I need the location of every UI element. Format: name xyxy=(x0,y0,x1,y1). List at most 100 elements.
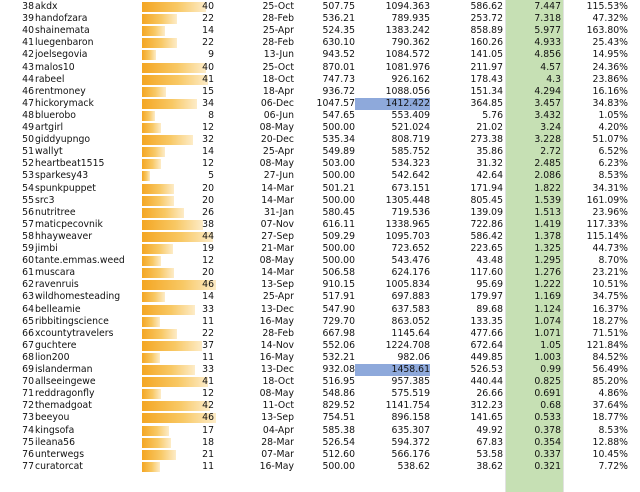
rank-cell: 58 xyxy=(22,230,34,242)
table-row: 39 handofzara 22 28-Feb 536.21 789.935 253.72 7… xyxy=(0,13,640,25)
ratio-cell: 3.432 xyxy=(534,109,561,121)
value-cell: 139.09 xyxy=(470,206,503,218)
ratio-cell: 0.99 xyxy=(540,364,561,375)
table-row: 43 malos10 40 25-Oct 870.01 1081.976 211.97 4.5… xyxy=(0,62,640,74)
ratio-cell: 2.485 xyxy=(534,158,561,170)
value-cell: 364.85 xyxy=(470,97,503,109)
ratio-cell: 3.228 xyxy=(534,134,561,146)
date-cell: 14-Nov xyxy=(260,339,294,351)
data-bar xyxy=(142,292,165,303)
table-row: 77 curatorcat 11 16-May 500.00 538.62 38.62 0.3… xyxy=(0,461,640,473)
data-bar-cell: 33 xyxy=(141,364,217,376)
percent-cell: 10.51% xyxy=(592,279,628,291)
data-bar-cell: 8 xyxy=(141,110,217,122)
percent-cell: 7.72% xyxy=(598,460,628,472)
table-row: 69 islanderman 33 13-Dec 932.08 1458.61 526.53… xyxy=(0,364,640,377)
value-cell: 500.00 xyxy=(322,194,355,206)
data-bar-cell: 12 xyxy=(141,388,217,400)
ratio-cell: 1.05 xyxy=(540,339,561,351)
ratio-cell: 1.419 xyxy=(534,218,561,230)
value-cell: 223.65 xyxy=(470,243,503,254)
data-bar xyxy=(142,449,176,460)
table-row: 50 giddyupngo 32 20-Dec 535.34 808.719 273.38 3… xyxy=(0,134,640,146)
value-cell: 594.372 xyxy=(391,436,430,448)
percent-cell: 6.23% xyxy=(598,158,628,170)
value-cell: 566.176 xyxy=(391,448,430,460)
ratio-cell: 1.124 xyxy=(534,303,561,315)
username-cell: artgirl xyxy=(35,122,64,133)
username-cell: jimbi xyxy=(35,243,58,254)
percent-cell: 6.52% xyxy=(598,146,628,158)
username-cell: rentmoney xyxy=(35,85,86,97)
value-cell: 178.43 xyxy=(470,73,503,85)
table-row: 57 maticpecovnik 38 07-Nov 616.11 1338.965 722… xyxy=(0,219,640,231)
data-bar xyxy=(142,280,216,291)
username-cell: hhayweaver xyxy=(35,230,93,242)
date-cell: 13-Dec xyxy=(260,303,294,315)
username-cell: allseeingewe xyxy=(35,376,96,388)
data-bar xyxy=(142,171,151,182)
data-bar-label: 20 xyxy=(202,194,214,206)
data-bar-label: 40 xyxy=(202,61,214,73)
table-row: 44 rabeel 41 18-Oct 747.73 926.162 178.43 4.3 23… xyxy=(0,74,640,86)
data-bar-label: 18 xyxy=(202,436,214,448)
percent-cell: 34.83% xyxy=(592,97,628,109)
value-cell: 789.935 xyxy=(391,13,430,25)
value-cell: 719.536 xyxy=(391,206,430,218)
value-cell: 542.642 xyxy=(391,170,430,182)
value-cell: 526.54 xyxy=(322,436,355,448)
value-cell: 512.60 xyxy=(322,448,355,460)
data-bar xyxy=(142,2,207,12)
percent-cell: 8.53% xyxy=(598,170,628,182)
data-bar-cell: 20 xyxy=(141,195,217,207)
username-cell: wallyt xyxy=(35,146,63,158)
data-bar xyxy=(142,110,155,121)
date-cell: 08-May xyxy=(259,158,294,170)
data-bar-cell: 26 xyxy=(141,207,217,219)
value-cell: 1141.754 xyxy=(385,400,430,412)
data-bar xyxy=(142,135,194,146)
ratio-cell: 2.72 xyxy=(540,146,561,158)
data-bar-label: 22 xyxy=(202,327,214,339)
rank-cell: 57 xyxy=(22,218,34,230)
data-bar xyxy=(142,195,175,206)
date-cell: 25-Oct xyxy=(262,1,294,12)
value-cell: 141.65 xyxy=(470,412,503,424)
ratio-cell: 1.513 xyxy=(534,206,561,218)
date-cell: 21-Mar xyxy=(261,243,294,254)
table-row: 53 sparkesy43 5 27-Jun 500.00 542.642 42.64 2.0… xyxy=(0,170,640,182)
data-bar xyxy=(142,147,165,158)
date-cell: 14-Mar xyxy=(261,267,294,279)
value-cell: 1081.976 xyxy=(385,61,430,73)
rank-cell: 44 xyxy=(22,73,34,85)
percent-cell: 37.64% xyxy=(592,400,628,412)
date-cell: 08-May xyxy=(259,122,294,133)
date-cell: 25-Apr xyxy=(262,25,294,37)
ratio-cell: 4.933 xyxy=(534,37,561,49)
rank-cell: 47 xyxy=(22,97,34,109)
data-bar-cell: 40 xyxy=(141,1,217,13)
data-bar-cell: 20 xyxy=(141,267,217,279)
value-cell: 503.00 xyxy=(322,158,355,170)
value-cell: 585.38 xyxy=(322,424,355,436)
percent-cell: 24.36% xyxy=(592,61,628,73)
data-bar-label: 46 xyxy=(202,412,214,424)
data-bar-cell: 19 xyxy=(141,243,217,255)
date-cell: 14-Mar xyxy=(261,194,294,206)
username-cell: ravenruis xyxy=(35,279,79,291)
username-cell: nutritree xyxy=(35,206,76,218)
data-bar xyxy=(142,413,216,424)
value-cell: 509.29 xyxy=(322,230,355,242)
data-bar-cell: 12 xyxy=(141,122,217,134)
column-divider xyxy=(563,0,564,492)
value-cell: 535.34 xyxy=(322,134,355,146)
table-row: 54 spunkpuppet 20 14-Mar 501.21 673.151 171.94… xyxy=(0,183,640,195)
table-row: 38 akdx 40 25-Oct 507.75 1094.363 586.62 7.447 1… xyxy=(0,1,640,13)
data-bar-cell: 40 xyxy=(141,62,217,74)
value-cell: 1305.448 xyxy=(385,194,430,206)
percent-cell: 4.86% xyxy=(598,388,628,400)
percent-cell: 71.51% xyxy=(592,327,628,339)
percent-cell: 51.07% xyxy=(592,134,628,146)
data-bar xyxy=(142,219,204,230)
